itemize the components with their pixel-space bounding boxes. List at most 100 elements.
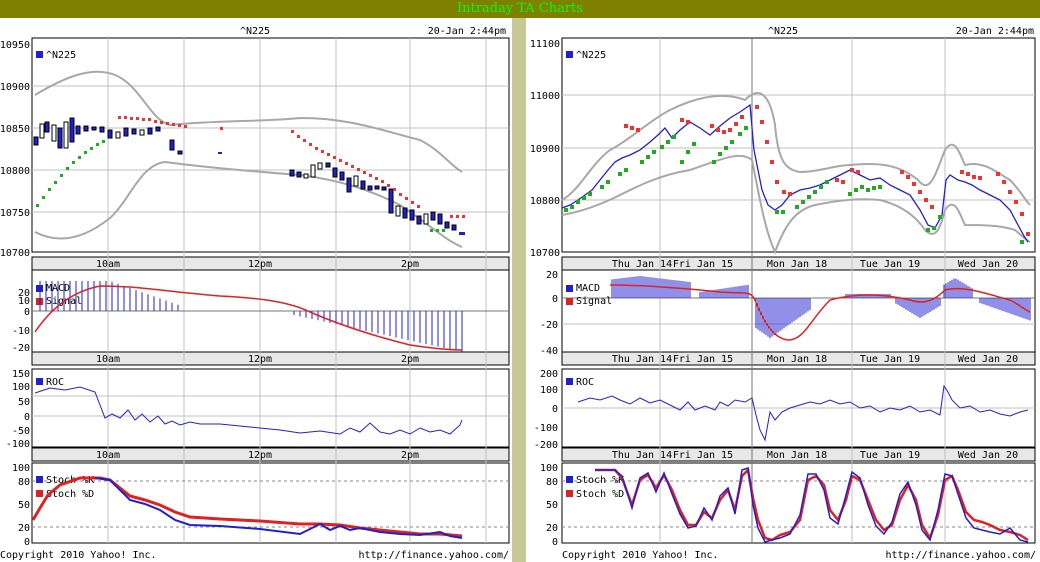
sar-dot xyxy=(770,160,774,164)
left-footer-url[interactable]: http://finance.yahoo.com/ xyxy=(358,550,509,561)
right-stoch-ytick-0: 0 xyxy=(552,537,558,548)
sar-dot xyxy=(775,180,779,184)
sar-dot xyxy=(728,128,732,132)
left-macd-ytick-m10: -10 xyxy=(12,326,30,337)
right-footer-url[interactable]: http://finance.yahoo.com/ xyxy=(885,550,1036,561)
right-ytick-11000: 11000 xyxy=(530,91,560,102)
right-xlabel-thu-3: Thu Jan 14 xyxy=(612,450,672,461)
left-stoch-yticks: 100 80 50 20 0 xyxy=(12,463,30,548)
right-stoch-ytick-100: 100 xyxy=(540,463,558,474)
sar-dot xyxy=(718,152,722,156)
sar-dot xyxy=(722,130,726,134)
left-xband-3 xyxy=(31,447,510,462)
right-stochd-legend-swatch xyxy=(566,490,573,497)
sar-dot xyxy=(646,155,650,159)
sar-dot xyxy=(744,126,748,130)
right-xlabel-thu-2: Thu Jan 14 xyxy=(612,354,672,365)
right-xlabels-1: Thu Jan 14 Fri Jan 15 Mon Jan 18 Tue Jan… xyxy=(612,259,1018,270)
sar-dot xyxy=(1014,200,1018,204)
left-stochd-legend: Stoch %D xyxy=(46,489,94,500)
sar-dot xyxy=(978,176,982,180)
sar-dot xyxy=(640,160,644,164)
sar-dot xyxy=(835,178,839,182)
sar-dot xyxy=(686,120,690,124)
sar-dot xyxy=(1020,212,1024,216)
left-sar xyxy=(36,116,465,232)
sar-dot xyxy=(712,160,716,164)
sar-dot xyxy=(680,118,684,122)
right-xlabel-mon-3: Mon Jan 18 xyxy=(767,450,827,461)
left-stochk-legend-swatch xyxy=(36,476,43,483)
right-ytick-10800: 10800 xyxy=(530,196,560,207)
left-roc-ytick-m100: -100 xyxy=(6,439,30,450)
left-header-symbol: ^N225 xyxy=(240,26,270,37)
sar-dot xyxy=(900,170,904,174)
right-signal-legend: Signal xyxy=(576,296,612,307)
sar-dot xyxy=(680,160,684,164)
left-signal-line xyxy=(34,285,463,351)
sar-dot xyxy=(866,188,870,192)
left-roc-ytick-150: 150 xyxy=(12,369,30,380)
left-stoch-ytick-50: 50 xyxy=(18,500,30,511)
sar-dot xyxy=(996,172,1000,176)
left-stoch-ytick-80: 80 xyxy=(18,477,30,488)
right-stoch-ytick-80: 80 xyxy=(546,477,558,488)
right-stochk-legend-swatch xyxy=(566,476,573,483)
sar-dot xyxy=(807,195,811,199)
right-stochd-legend: Stoch %D xyxy=(576,489,624,500)
left-stoch-ytick-0: 0 xyxy=(24,537,30,548)
left-chart: ^N225 20-Jan 2:44pm 10950 10900 10850 10… xyxy=(0,26,510,561)
sar-dot xyxy=(912,182,916,186)
left-price-legend: ^N225 xyxy=(46,50,76,61)
right-roc-ytick-0: 0 xyxy=(552,404,558,415)
sar-dot xyxy=(606,180,610,184)
right-footer-copyright: Copyright 2010 Yahoo! Inc. xyxy=(562,550,719,561)
right-price-frame xyxy=(561,37,1036,253)
right-xlabel-mon-2: Mon Jan 18 xyxy=(767,354,827,365)
sar-dot xyxy=(850,168,854,172)
sar-dot xyxy=(860,185,864,189)
sar-dot xyxy=(906,175,910,179)
left-candles xyxy=(33,117,465,235)
sar-dot xyxy=(856,170,860,174)
sar-dot xyxy=(872,186,876,190)
sar-dot xyxy=(765,140,769,144)
sar-dot xyxy=(755,105,759,109)
right-xlabel-fri-2: Fri Jan 15 xyxy=(673,354,733,365)
right-chart: ^N225 20-Jan 2:44pm 11100 11000 10900 10… xyxy=(530,26,1036,561)
right-xlabel-tue-3: Tue Jan 19 xyxy=(860,450,920,461)
right-xlabel-wed-2: Wed Jan 20 xyxy=(958,354,1018,365)
right-xlabel-wed-3: Wed Jan 20 xyxy=(958,450,1018,461)
right-price-line xyxy=(561,103,1029,243)
left-roc-yticks: 150 100 50 0 -50 -100 xyxy=(6,369,30,450)
right-roc-ytick-200: 200 xyxy=(540,369,558,380)
left-price-legend-swatch xyxy=(36,51,43,58)
sar-dot xyxy=(576,200,580,204)
sar-dot xyxy=(825,180,829,184)
left-lower-band xyxy=(34,160,463,248)
left-upper-band xyxy=(34,70,463,173)
right-xlabel-tue-1: Tue Jan 19 xyxy=(860,259,920,270)
sar-dot xyxy=(841,180,845,184)
left-ytick-10750: 10750 xyxy=(0,208,30,219)
left-stoch-ytick-100: 100 xyxy=(12,463,30,474)
sar-dot xyxy=(740,115,744,119)
left-roc-ytick-100: 100 xyxy=(12,382,30,393)
right-xlabel-wed-1: Wed Jan 20 xyxy=(958,259,1018,270)
sar-dot xyxy=(710,124,714,128)
right-stoch-yticks: 100 80 50 20 0 xyxy=(540,463,558,548)
left-ytick-10850: 10850 xyxy=(0,124,30,135)
sar-dot xyxy=(918,190,922,194)
sar-dot xyxy=(730,140,734,144)
right-ytick-10700: 10700 xyxy=(530,248,560,259)
sar-dot xyxy=(600,185,604,189)
right-price-legend-swatch xyxy=(566,51,573,58)
left-roc-ytick-m50: -50 xyxy=(12,426,30,437)
right-stoch-ytick-50: 50 xyxy=(546,500,558,511)
left-macd-ytick-10: 10 xyxy=(18,296,30,307)
sar-dot xyxy=(924,198,928,202)
right-roc-legend: ROC xyxy=(576,377,594,388)
left-roc-ytick-50: 50 xyxy=(18,397,30,408)
right-xlabel-mon-1: Mon Jan 18 xyxy=(767,259,827,270)
right-macd-ytick-20: 20 xyxy=(546,270,558,281)
